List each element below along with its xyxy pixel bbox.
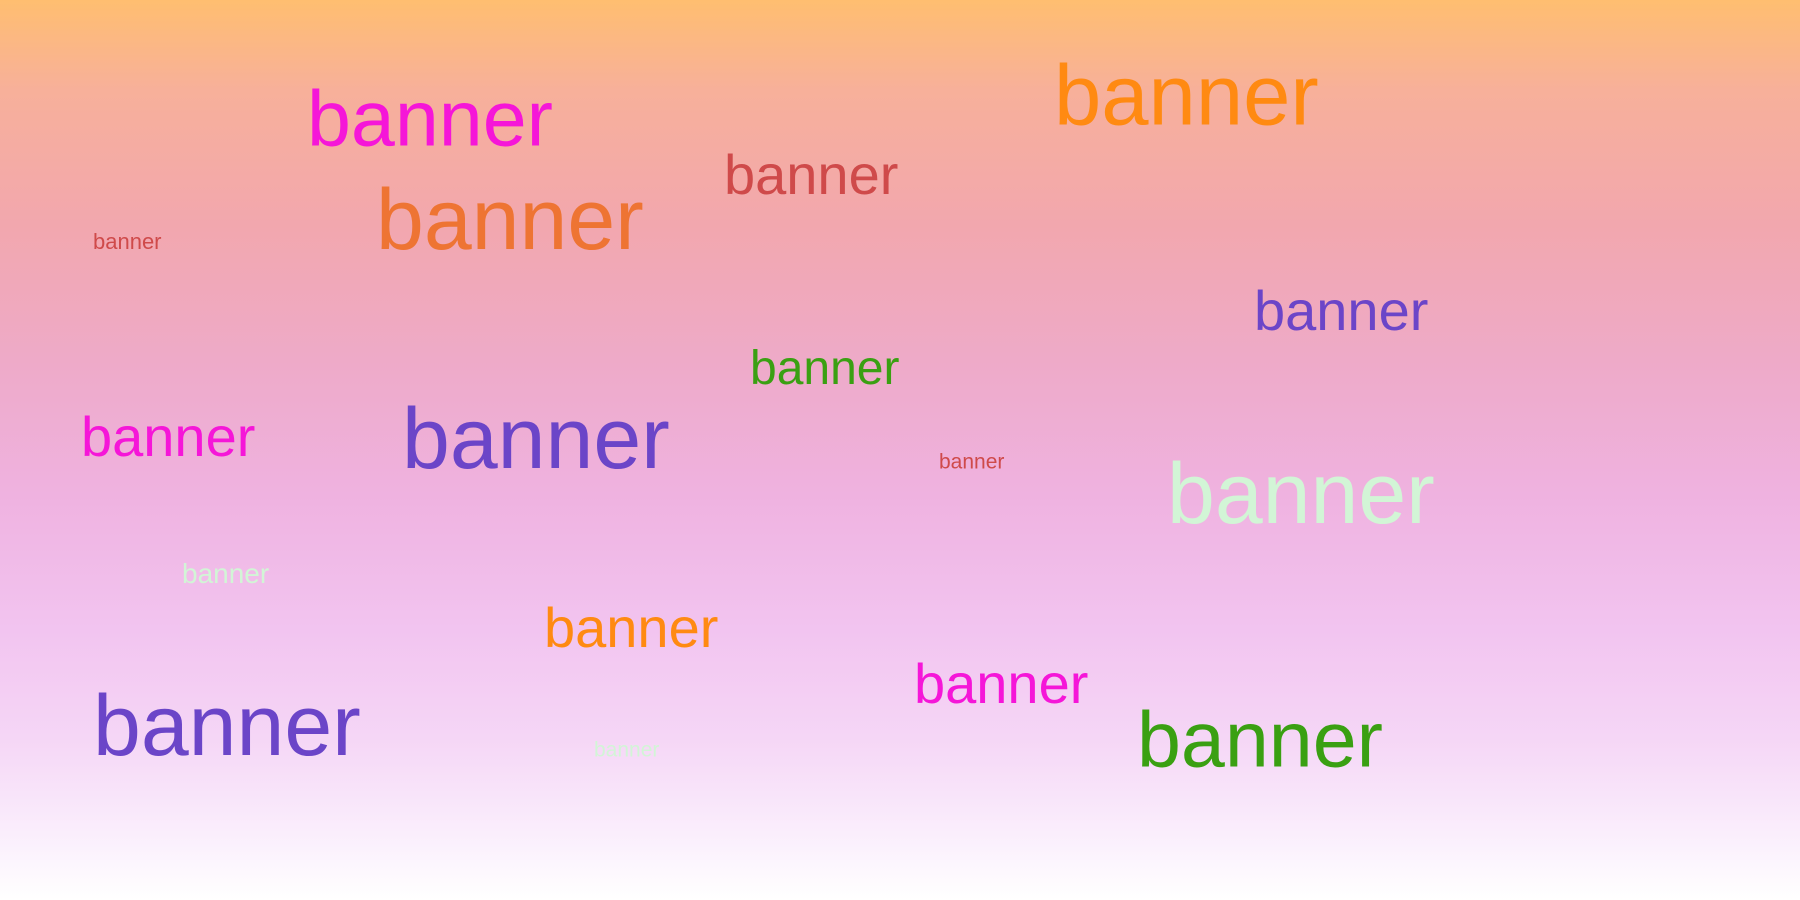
banner-word: banner [182,558,270,589]
banner-word: banner [1137,694,1383,784]
banner-word: banner [81,405,256,468]
banner-word: banner [1254,279,1429,342]
banner-word: banner [750,342,900,395]
banner-word: banner [594,738,660,762]
banner-word: banner [939,450,1005,474]
banner-word: banner [914,652,1089,715]
banner-word: banner [93,678,361,774]
banner-word: banner [1167,446,1435,542]
banner-word: banner [544,596,719,659]
banner-word: banner [93,229,162,254]
banner-word: banner [307,73,553,163]
banner-word: banner [402,391,670,487]
banner-word: banner [376,172,644,268]
banner-word: banner [724,143,899,206]
banner-word: banner [1054,48,1319,144]
